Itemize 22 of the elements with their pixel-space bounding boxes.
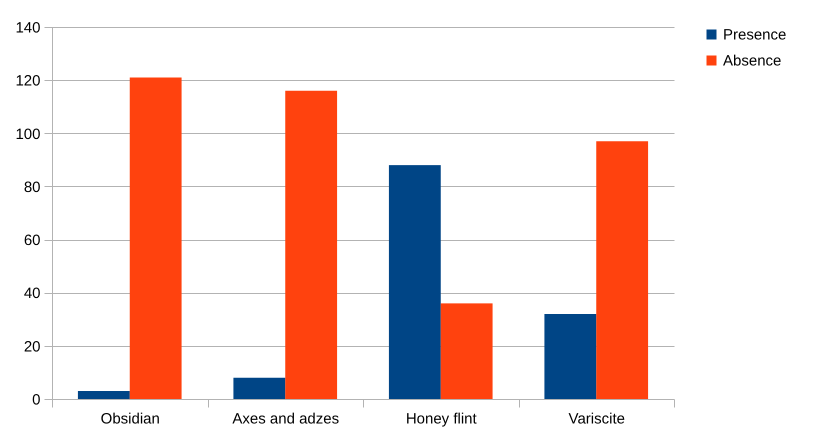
y-tick-label: 20 <box>24 338 40 356</box>
bar <box>285 90 338 399</box>
y-tick-label: 80 <box>24 178 40 196</box>
bar <box>388 165 441 399</box>
bar <box>440 303 493 399</box>
y-tick-label: 100 <box>15 126 40 143</box>
y-tick-label: 60 <box>24 232 40 250</box>
bar <box>130 77 182 399</box>
y-tick-label: 140 <box>15 20 40 36</box>
y-tick-label: 120 <box>15 72 40 90</box>
x-tick-label: Honey flint <box>406 410 478 428</box>
bar <box>596 141 648 399</box>
bar <box>544 314 596 399</box>
x-tick-label: Variscite <box>568 410 625 428</box>
y-tick-label: 40 <box>24 285 40 302</box>
y-tick-label: 0 <box>32 392 40 408</box>
legend-label: Presence <box>723 26 786 44</box>
bar <box>78 391 130 399</box>
x-tick-label: Axes and adzes <box>232 410 340 428</box>
legend-label: Absence <box>723 52 782 70</box>
x-tick-label: Obsidian <box>100 410 160 428</box>
bar <box>233 378 286 399</box>
